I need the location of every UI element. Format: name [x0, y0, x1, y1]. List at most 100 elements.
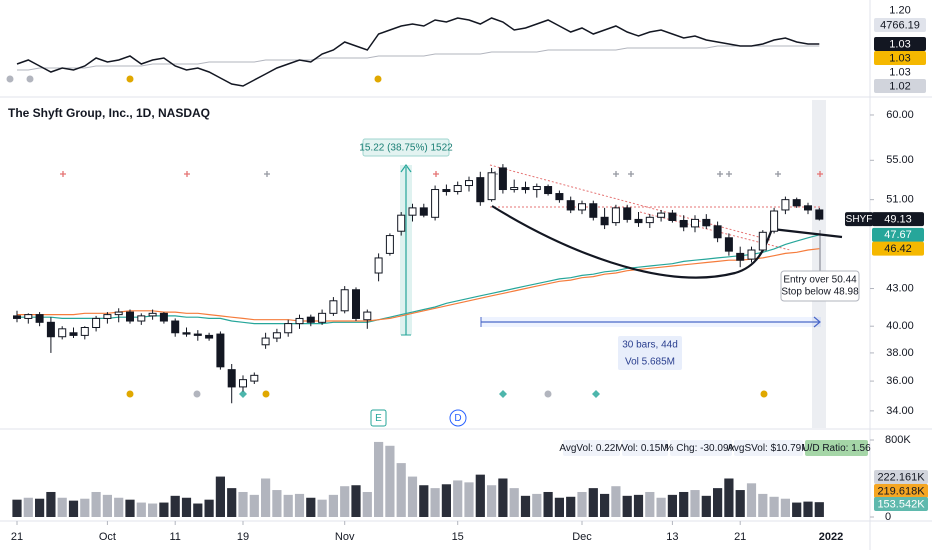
volume-bar: [622, 495, 632, 517]
candle-body: [340, 289, 349, 312]
candle-body: [623, 207, 632, 220]
indicator-label: 1.03: [889, 66, 910, 78]
volume-bar: [136, 502, 146, 517]
volume-marker-label: 222.161K: [877, 471, 925, 483]
candle-body: [80, 327, 89, 336]
candle-body: [611, 207, 620, 224]
candle-body: [770, 210, 779, 232]
volume-bar: [509, 488, 519, 517]
volume-bar: [566, 496, 576, 517]
moving-average: [17, 248, 820, 322]
indicator-label-box: [874, 51, 926, 65]
indicator-label-box: [874, 79, 926, 93]
signal-diamond: [592, 390, 600, 398]
candle-body: [24, 314, 33, 319]
volume-bar: [294, 493, 305, 517]
candle-body: [815, 209, 824, 220]
ticker-tag: [845, 212, 873, 227]
indicator-label: 1.03: [889, 38, 910, 50]
candle-body: [69, 332, 78, 336]
volume-bar: [667, 494, 677, 517]
y-tick-label: 55.00: [886, 154, 914, 166]
signal-plus: [264, 171, 270, 177]
volume-bar: [385, 445, 395, 517]
candle-body: [216, 333, 225, 368]
measure-arrow: [400, 163, 412, 173]
price-marker-label: 46.42: [884, 243, 912, 255]
x-tick-label: Nov: [335, 531, 355, 543]
event-dividend[interactable]: [449, 409, 467, 427]
volume-bar: [464, 482, 474, 517]
candle-body: [747, 249, 756, 260]
candle-body: [521, 187, 530, 191]
candle-body: [284, 323, 293, 334]
volume-bar: [430, 488, 440, 517]
signal-plus: [775, 171, 781, 177]
signal-plus: [817, 171, 823, 177]
indicator-label: 1.02: [889, 80, 910, 92]
x-tick-label: 15: [452, 531, 464, 543]
volume-bar: [170, 495, 180, 517]
candle-body: [103, 314, 112, 319]
volume-bar: [68, 500, 79, 517]
volume-bar: [475, 474, 485, 517]
volume-bar: [374, 441, 384, 517]
candle-body: [453, 185, 462, 193]
x-tick-label: 11: [169, 531, 180, 543]
candle-body: [385, 235, 394, 254]
volume-bar: [792, 502, 802, 517]
volume-bar: [532, 493, 542, 517]
indicator-label-box: [874, 37, 926, 51]
volume-bar: [645, 491, 655, 517]
volume-bar: [159, 502, 169, 517]
indicator-label: 4766.19: [880, 19, 920, 31]
volume-stat-box: [805, 440, 868, 456]
note-line: Stop below 48.98: [781, 287, 859, 298]
candle-body: [657, 212, 666, 218]
candle-body: [397, 214, 406, 232]
volume-bar: [679, 491, 689, 517]
volume-bar: [419, 485, 429, 517]
signal-plus: [726, 171, 732, 177]
candle-body: [318, 312, 327, 323]
signal-dot: [760, 390, 768, 398]
candle-body: [431, 189, 440, 218]
candle-body: [114, 311, 123, 316]
volume-stat-box: [563, 440, 620, 456]
volume-bar: [215, 476, 225, 517]
candle-body: [713, 225, 722, 239]
candle-body: [589, 203, 598, 218]
indicator-label: 1.03: [889, 52, 910, 64]
volume-marker: [874, 484, 928, 498]
volume-bar: [193, 503, 203, 517]
candle-body: [566, 200, 575, 211]
note-box: [780, 270, 860, 302]
volume-stat-box: [670, 440, 732, 456]
signal-plus: [184, 171, 190, 177]
candle-body: [600, 216, 609, 226]
volume-bar: [611, 486, 621, 517]
volume-bar: [317, 499, 327, 517]
candle-body: [46, 321, 55, 338]
candle-body: [544, 186, 553, 195]
signal-dot: [126, 75, 134, 83]
candle-body: [792, 199, 801, 207]
event-earnings[interactable]: [370, 409, 387, 427]
volume-bar: [102, 494, 112, 517]
range-label-box: [618, 336, 682, 370]
volume-bar: [328, 494, 338, 517]
price-marker: [872, 241, 924, 256]
volume-stat: U/D Ratio: 1.56: [802, 443, 871, 454]
candle-body: [724, 237, 733, 252]
price-marker-label: 49.13: [884, 214, 912, 226]
y-tick-label: 51.00: [886, 194, 914, 206]
volume-bar: [351, 485, 361, 517]
candle-body: [171, 320, 180, 334]
candle-body: [634, 218, 643, 224]
signal-diamond: [499, 390, 507, 398]
volume-bar: [272, 490, 282, 517]
y-tick-label: 40.00: [886, 320, 914, 332]
volume-bar: [46, 491, 56, 517]
